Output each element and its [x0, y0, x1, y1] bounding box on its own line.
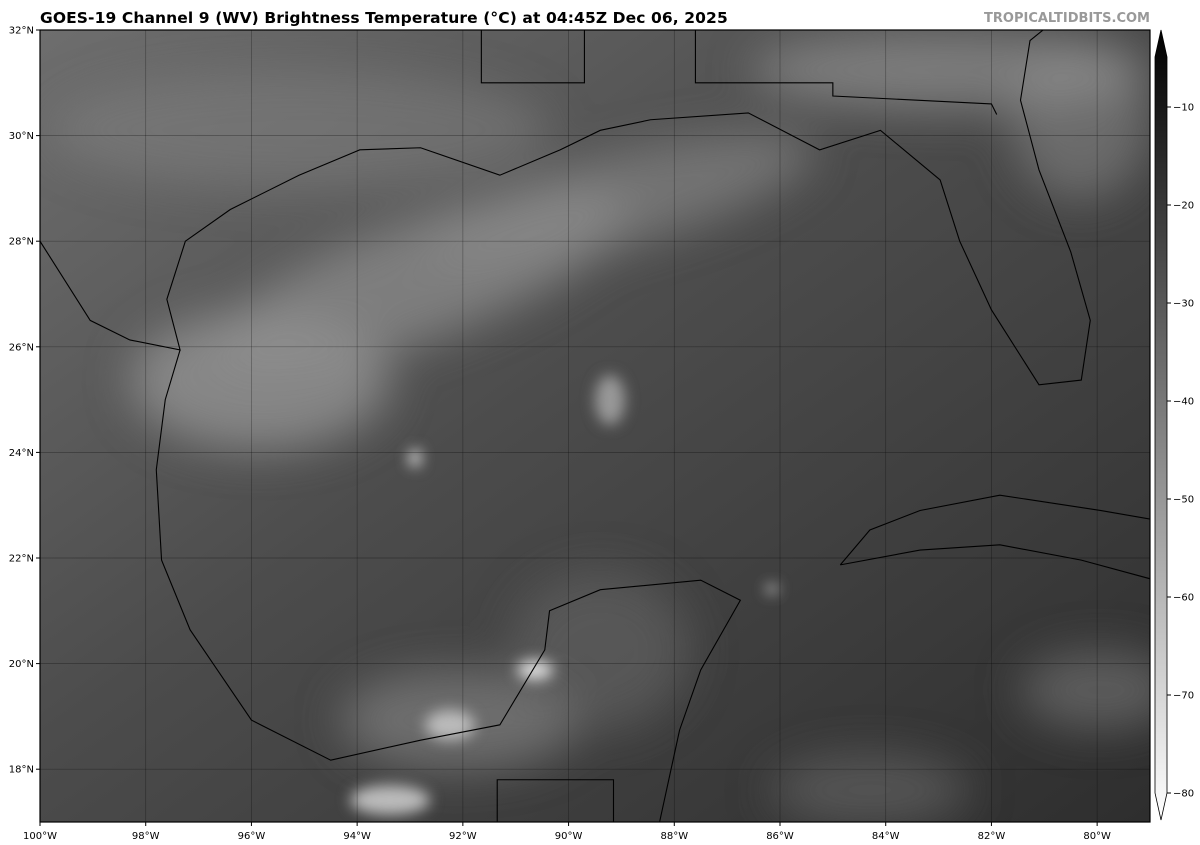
lon-tick-label: 84°W	[872, 831, 900, 842]
colorbar-ticks: −10 −20 −30 −40 −50 −60 −70 −80	[1167, 103, 1194, 800]
colorbar-tick-label: −40	[1173, 397, 1194, 408]
map-title: GOES-19 Channel 9 (WV) Brightness Temper…	[40, 9, 728, 27]
colorbar-tick-label: −20	[1173, 201, 1194, 212]
colorbar-tick-label: −30	[1173, 299, 1194, 310]
lat-tick-label: 20°N	[9, 659, 34, 670]
lon-tick-label: 98°W	[132, 831, 160, 842]
axis-ticks: 32°N 30°N 28°N 26°N 24°N 22°N 20°N 18°N 100°W 98°…	[9, 26, 1111, 843]
lat-tick-label: 32°N	[9, 26, 34, 37]
lon-tick-label: 88°W	[660, 831, 688, 842]
lat-tick-label: 22°N	[9, 554, 34, 565]
us-state-border-2	[694, 30, 998, 115]
gulf-coast-mexico	[155, 349, 742, 822]
gulf-coast-us	[40, 30, 1091, 386]
colorbar-tick-label: −60	[1173, 593, 1194, 604]
colorbar-tick-label: −80	[1173, 789, 1194, 800]
colorbar: −10 −20 −30 −40 −50 −60 −70 −80	[1154, 29, 1194, 821]
lat-tick-label: 30°N	[9, 131, 34, 142]
colorbar-tick-label: −10	[1173, 103, 1194, 114]
lon-tick-label: 100°W	[23, 831, 57, 842]
lon-tick-label: 92°W	[449, 831, 477, 842]
graticule	[40, 30, 1150, 822]
colorbar-tick-label: −50	[1173, 495, 1194, 506]
lat-tick-label: 18°N	[9, 765, 34, 776]
mexico-guatemala-border	[496, 779, 615, 822]
us-state-border	[480, 30, 585, 84]
cuba-coast	[839, 494, 1150, 580]
lon-tick-label: 86°W	[766, 831, 794, 842]
coastlines	[40, 30, 1150, 822]
lon-tick-label: 82°W	[978, 831, 1006, 842]
lat-tick-label: 24°N	[9, 448, 34, 459]
brand-watermark: TROPICALTIDBITS.COM	[984, 11, 1150, 26]
colorbar-tick-label: −70	[1173, 691, 1194, 702]
lat-tick-label: 28°N	[9, 237, 34, 248]
cloud-features	[50, 30, 1150, 822]
lon-tick-label: 96°W	[238, 831, 266, 842]
lat-tick-label: 26°N	[9, 342, 34, 353]
colorbar-scale	[1154, 29, 1168, 821]
map-frame	[39, 29, 1151, 823]
map-area	[40, 30, 1150, 822]
lon-tick-label: 80°W	[1083, 831, 1111, 842]
lon-tick-label: 94°W	[343, 831, 371, 842]
lon-tick-label: 90°W	[555, 831, 583, 842]
